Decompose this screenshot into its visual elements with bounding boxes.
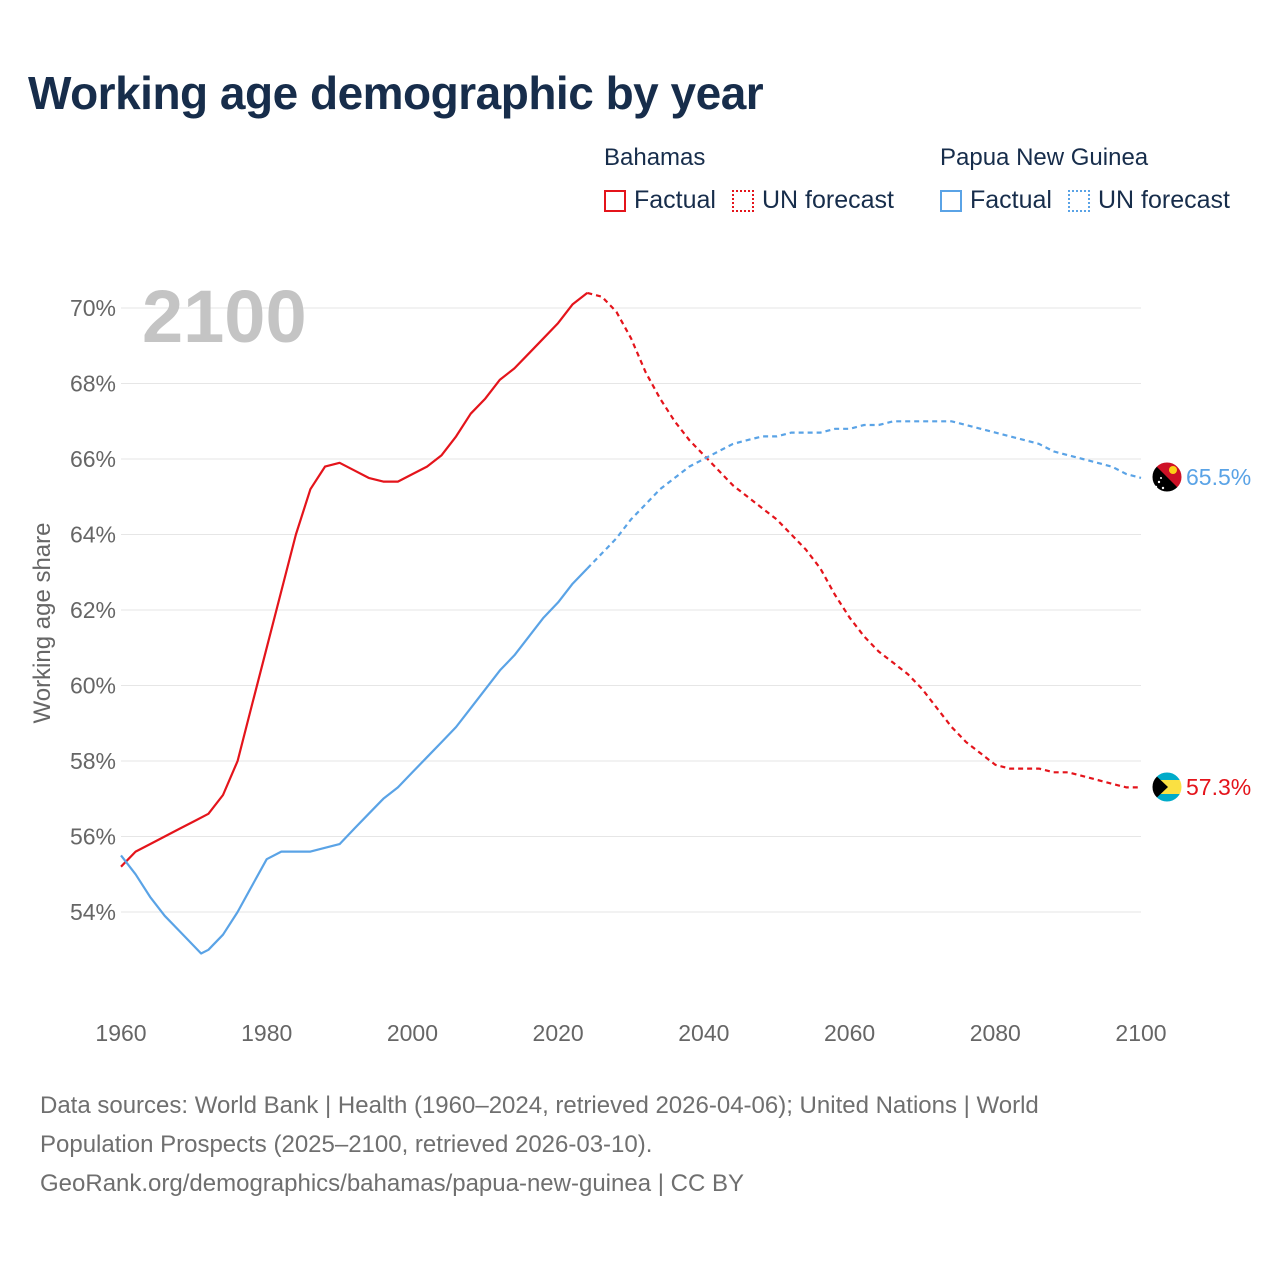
legend-group-name: Papua New Guinea: [940, 144, 1149, 171]
legend-label: UN forecast: [761, 186, 894, 214]
y-tick-label: 62%: [70, 597, 116, 623]
legend-group-papua-new-guinea: Papua New Guinea Factual UN forecast: [940, 144, 1246, 215]
legend-label: Factual: [634, 186, 716, 214]
y-tick-label: 60%: [70, 673, 116, 699]
x-tick-label: 1980: [241, 1020, 292, 1046]
x-tick-label: 2100: [1115, 1020, 1166, 1046]
legend-group-name: Bahamas: [604, 144, 706, 171]
legend-item-png-forecast[interactable]: UN forecast: [1067, 186, 1230, 215]
y-tick-label: 68%: [70, 371, 116, 397]
line-chart: 2100 54% 56% 58% 60% 62% 64% 66% 68% 70% 1960 198…: [29, 275, 1251, 1046]
legend-swatch-dotted: [731, 189, 754, 212]
legend-swatch-dotted: [1067, 189, 1090, 212]
x-tick-label: 2080: [970, 1020, 1021, 1046]
series-line-bahamas-factual[interactable]: [120, 292, 588, 868]
legend-group-bahamas: Bahamas Factual UN forecast: [604, 144, 910, 215]
legend-item-bahamas-factual[interactable]: Factual: [604, 186, 716, 215]
flag-bahamas-icon: [1151, 771, 1183, 803]
footer-sources: Data sources: World Bank | Health (1960–…: [40, 1086, 1240, 1203]
footer-line: Data sources: World Bank | Health (1960–…: [40, 1092, 1039, 1119]
y-axis-label: Working age share: [29, 523, 56, 724]
series-line-papua-new-guinea-factual[interactable]: [120, 567, 589, 955]
end-label-papua-new-guinea: 65.5%: [1186, 464, 1251, 490]
y-tick-label: 58%: [70, 748, 116, 774]
legend-item-bahamas-forecast[interactable]: UN forecast: [731, 186, 894, 215]
y-tick-label: 66%: [70, 446, 116, 472]
series-line-bahamas-forecast[interactable]: [587, 291, 1141, 789]
grid-lines: [121, 307, 1141, 913]
series-layer: [120, 291, 1142, 955]
legend-swatch-solid: [940, 189, 962, 212]
legend-label: UN forecast: [1097, 186, 1230, 214]
footer-line: Population Prospects (2025–2100, retriev…: [40, 1131, 653, 1158]
x-tick-label: 2040: [678, 1020, 729, 1046]
footer-line: GeoRank.org/demographics/bahamas/papua-n…: [40, 1170, 744, 1197]
y-tick-label: 54%: [70, 899, 116, 925]
flag-papua-new-guinea-icon: [1151, 461, 1183, 493]
legend-swatch-solid: [604, 189, 626, 212]
x-tick-label: 2060: [824, 1020, 875, 1046]
y-tick-label: 56%: [70, 824, 116, 850]
year-watermark: 2100: [142, 275, 307, 358]
legend-label: Factual: [970, 186, 1052, 214]
x-axis-ticks: 1960 1980 2000 2020 2040 2060 2080 2100: [95, 1020, 1166, 1046]
x-tick-label: 2000: [387, 1020, 438, 1046]
chart-title: Working age demographic by year: [28, 67, 764, 119]
y-axis-ticks: 54% 56% 58% 60% 62% 64% 66% 68% 70%: [70, 295, 116, 925]
x-tick-label: 2020: [533, 1020, 584, 1046]
series-line-papua-new-guinea-forecast[interactable]: [586, 420, 1142, 570]
x-tick-label: 1960: [95, 1020, 146, 1046]
y-tick-label: 70%: [70, 295, 116, 321]
y-tick-label: 64%: [70, 522, 116, 548]
end-label-bahamas: 57.3%: [1186, 774, 1251, 800]
legend-item-png-factual[interactable]: Factual: [940, 186, 1052, 215]
